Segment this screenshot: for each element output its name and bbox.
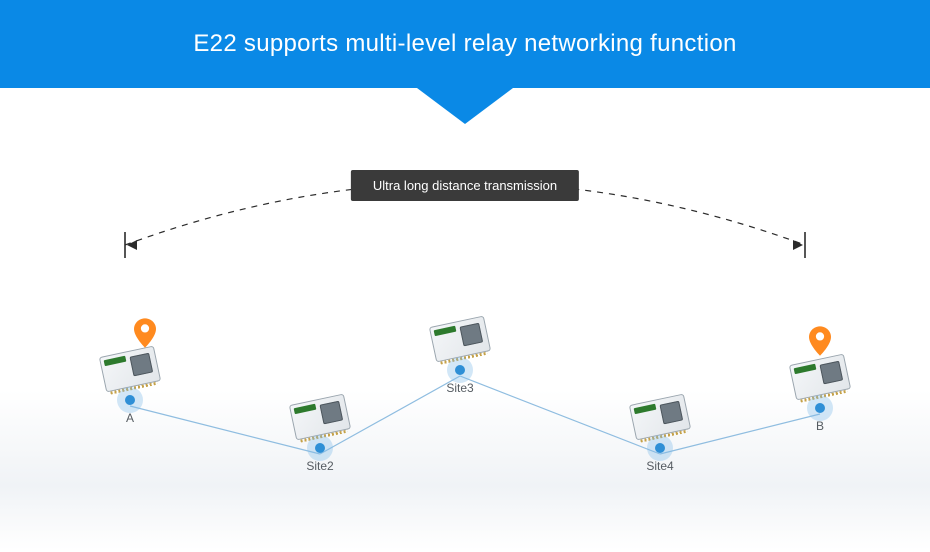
chip-icon [99, 346, 161, 393]
node-label: Site2 [292, 459, 348, 473]
node-b: B [792, 359, 848, 433]
chip-icon [629, 394, 691, 441]
header-title: E22 supports multi-level relay networkin… [193, 30, 736, 58]
beacon-icon [813, 401, 827, 415]
chip-icon [789, 354, 851, 401]
beacon-icon [653, 441, 667, 455]
diagram-area: Ultra long distance transmission A Site2 [0, 150, 930, 550]
node-label: A [102, 411, 158, 425]
node-site4: Site4 [632, 399, 688, 473]
node-label: Site4 [632, 459, 688, 473]
location-pin-icon [809, 326, 831, 356]
location-pin-icon [134, 318, 156, 348]
beacon-icon [453, 363, 467, 377]
beacon-icon [123, 393, 137, 407]
node-site3: Site3 [432, 321, 488, 395]
node-a: A [102, 351, 158, 425]
chip-icon [429, 316, 491, 363]
header-banner: E22 supports multi-level relay networkin… [0, 0, 930, 88]
header-arrow [417, 88, 513, 124]
chip-icon [289, 394, 351, 441]
distance-badge-text: Ultra long distance transmission [373, 178, 557, 193]
beacon-icon [313, 441, 327, 455]
node-site2: Site2 [292, 399, 348, 473]
distance-badge: Ultra long distance transmission [351, 170, 579, 201]
node-label: B [792, 419, 848, 433]
node-label: Site3 [432, 381, 488, 395]
